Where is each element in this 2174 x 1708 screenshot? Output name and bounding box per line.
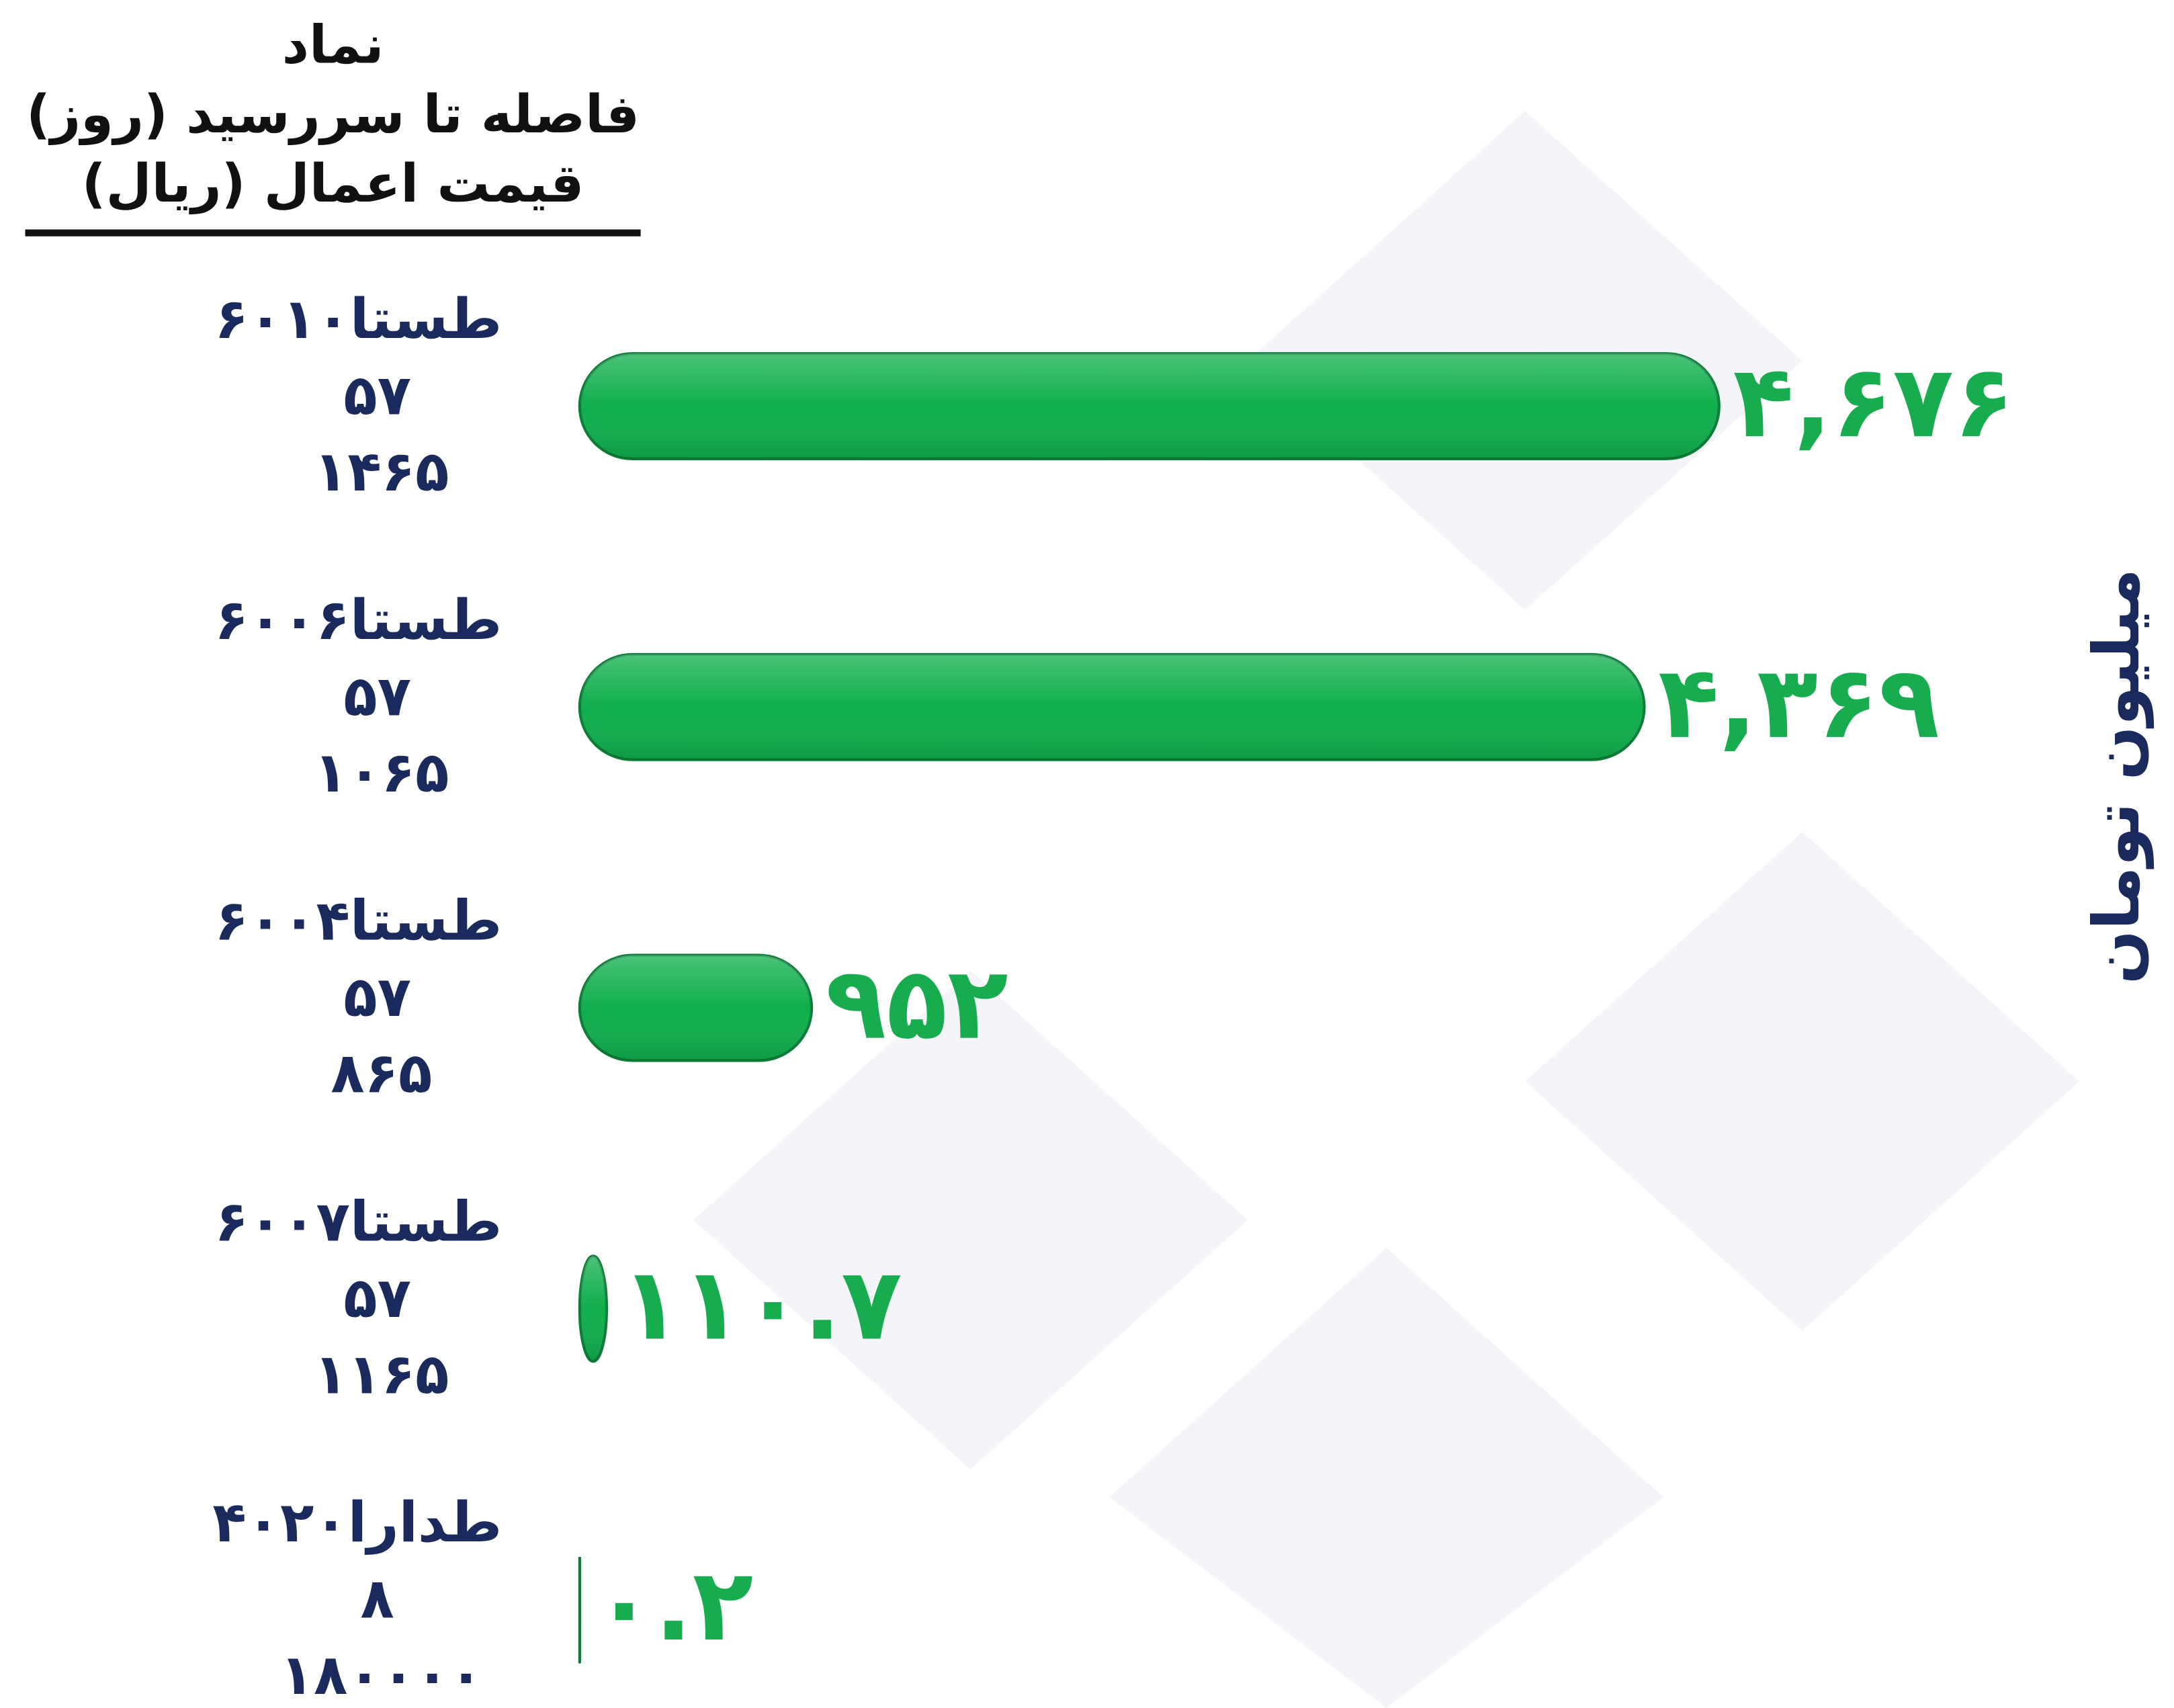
- strike-label: ۱۴۶۵: [314, 439, 449, 504]
- days-label: ۵۷: [343, 364, 411, 428]
- value-label: ۹۵۲: [826, 946, 1008, 1062]
- header-days: فاصله تا سررسید (روز): [26, 84, 640, 145]
- days-label: ۸: [360, 1567, 394, 1631]
- value-label: ۴,۳۶۹: [1658, 645, 1940, 761]
- value-label: ۱۱۰.۷: [621, 1246, 902, 1363]
- days-label: ۵۷: [343, 1266, 411, 1330]
- category-label: طستا۶۰۱۰: [214, 287, 502, 351]
- bar-shine: [579, 955, 812, 1061]
- header-symbol: نماد: [282, 15, 384, 76]
- category-label: طستا۶۰۰۷: [214, 1189, 502, 1254]
- header-strike: قیمت اعمال (ریال): [82, 153, 584, 214]
- days-label: ۵۷: [343, 965, 411, 1029]
- category-label: طستا۶۰۰۴: [214, 889, 502, 953]
- strike-label: ۱۱۶۵: [314, 1342, 449, 1406]
- strike-label: ۸۶۵: [331, 1041, 432, 1106]
- bar-shine: [579, 654, 1645, 760]
- bar-shine: [579, 353, 1719, 459]
- value-label: ۴,۶۷۶: [1733, 344, 2015, 460]
- value-label: ۰.۲: [594, 1547, 754, 1664]
- axis-label: میلیون تومان: [2080, 568, 2154, 984]
- category-label: طستا۶۰۰۶: [214, 588, 502, 652]
- background-pattern: [693, 111, 2080, 1708]
- category-label: طدارا۴۰۲۰: [212, 1490, 502, 1555]
- days-label: ۵۷: [343, 664, 411, 728]
- strike-label: ۱۸۰۰۰۰: [280, 1643, 483, 1707]
- bar-shine: [579, 1256, 607, 1362]
- strike-label: ۱۰۶۵: [314, 740, 449, 805]
